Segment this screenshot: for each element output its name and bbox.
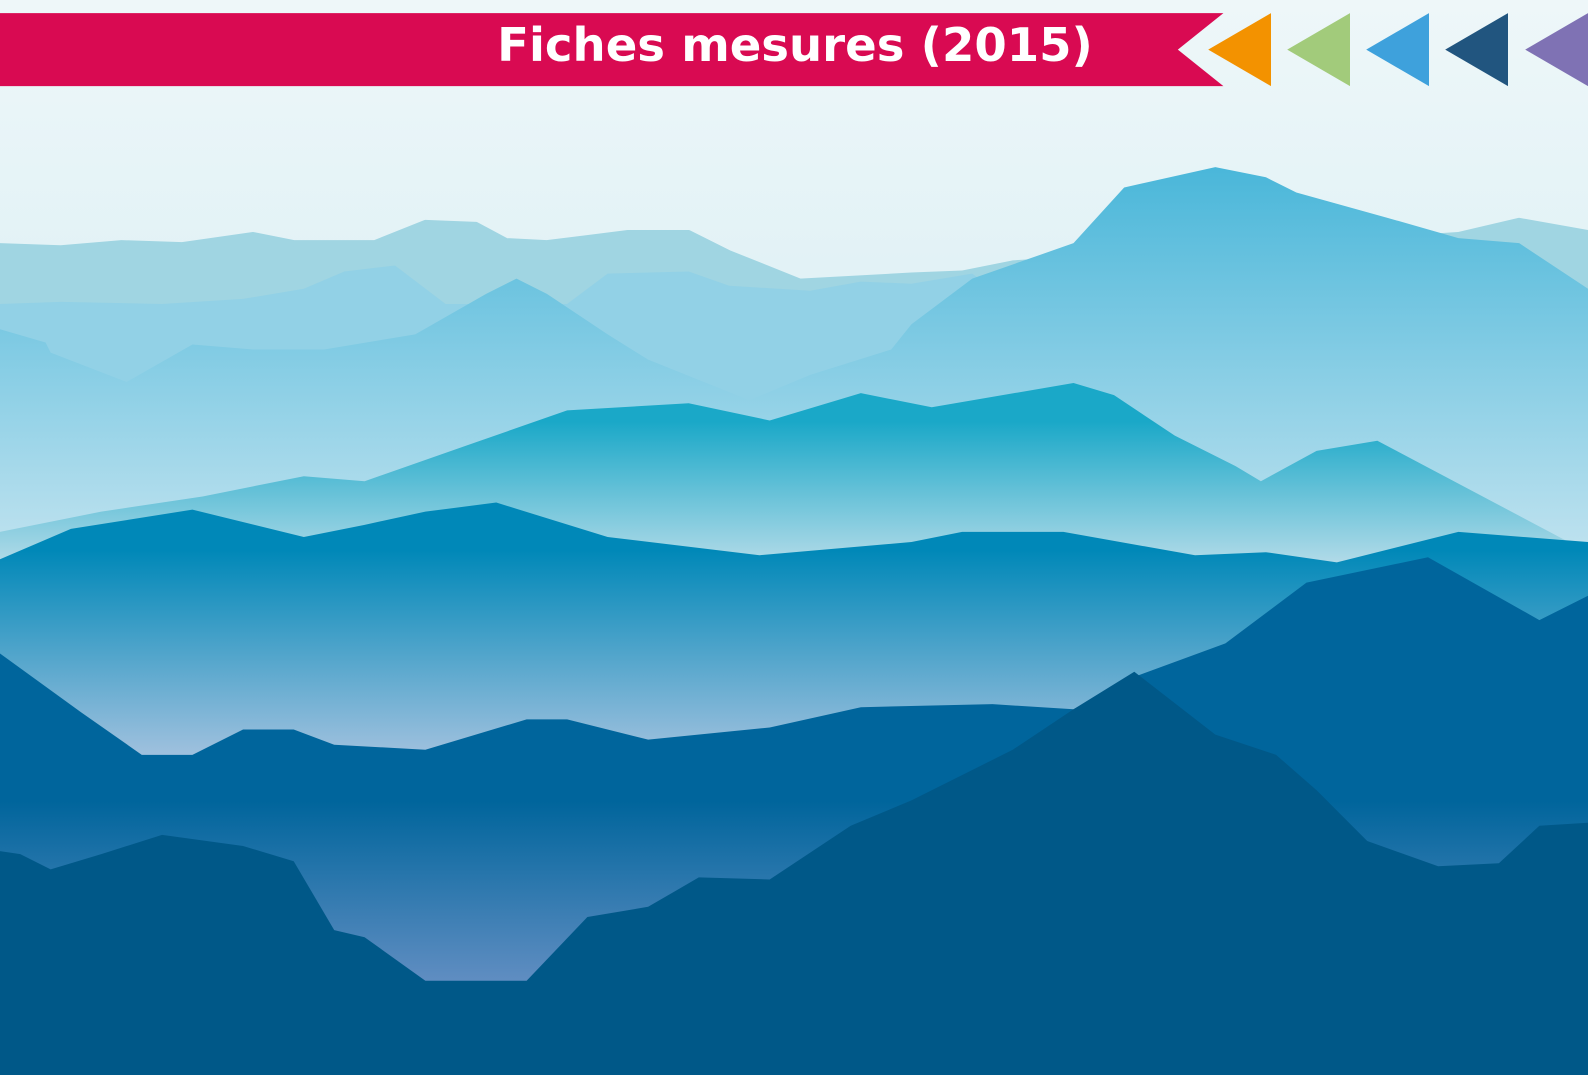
- title: Fiches mesures (2015): [497, 18, 1093, 72]
- cover: Fiches mesures (2015): [0, 0, 1588, 1075]
- page: Fiches mesures (2015) (() => { const dat…: [0, 0, 1588, 1075]
